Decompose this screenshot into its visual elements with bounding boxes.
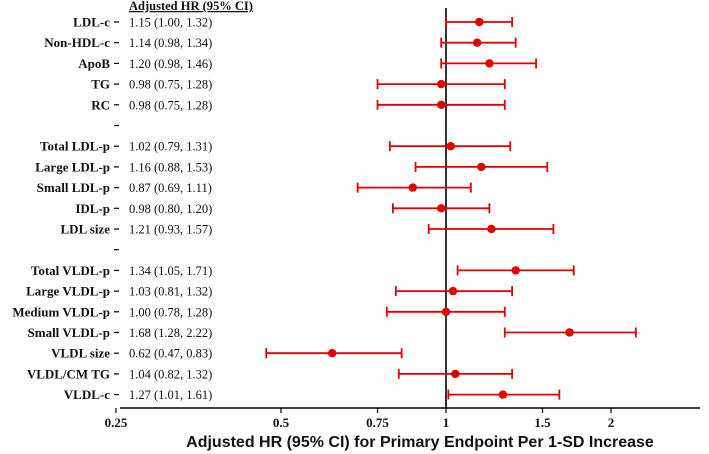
row-label: VLDL-c: [64, 387, 110, 402]
hr-point: [511, 266, 520, 275]
row-label: LDL size: [61, 222, 111, 237]
forest-row: VLDL/CM TG 1.04 (0.82, 1.32): [27, 366, 513, 381]
forest-row: Small LDL-p 0.87 (0.69, 1.11): [37, 180, 472, 195]
hr-ci-text: 0.98 (0.75, 1.28): [129, 78, 212, 92]
hr-ci-text: 1.00 (0.78, 1.28): [129, 305, 212, 319]
hr-point: [441, 307, 451, 316]
hr-ci-text: 1.14 (0.98, 1.34): [129, 36, 212, 50]
hr-point: [451, 369, 460, 379]
x-axis-ticks: 0.25 0.5 0.75 1 1.5 2: [105, 408, 615, 430]
hr-ci-text: 1.27 (1.01, 1.61): [129, 388, 212, 402]
row-label: Non-HDL-c: [44, 35, 110, 50]
row-label: TG: [91, 77, 110, 92]
x-tick-label: 1.5: [534, 415, 551, 430]
forest-row: Medium VLDL-p 1.00 (0.78, 1.28): [12, 304, 506, 319]
row-label: LDL-c: [73, 15, 110, 30]
x-axis-label: Adjusted HR (95% CI) for Primary Endpoin…: [186, 434, 654, 451]
hr-point: [475, 17, 484, 27]
forest-row: Large LDL-p 1.16 (0.88, 1.53): [35, 159, 549, 174]
row-label: VLDL size: [51, 346, 110, 361]
hr-ci-text: 1.20 (0.98, 1.46): [129, 57, 212, 71]
forest-row: LDL-c 1.15 (1.00, 1.32): [73, 15, 513, 30]
hr-point: [472, 38, 482, 47]
hr-ci-text: 1.03 (0.81, 1.32): [129, 285, 212, 299]
hr-ci-text: 0.62 (0.47, 0.83): [129, 347, 212, 361]
forest-rows: LDL-c 1.15 (1.00, 1.32) Non-HDL-c 1.14 (0.9…: [12, 15, 637, 402]
hr-ci-text: 1.02 (0.79, 1.31): [129, 140, 212, 154]
forest-row: Large VLDL-p 1.03 (0.81, 1.32): [26, 284, 513, 299]
hr-ci-text: 0.98 (0.80, 1.20): [129, 202, 212, 216]
row-label: RC: [91, 97, 110, 112]
hr-ci-text: 0.98 (0.75, 1.28): [129, 98, 212, 112]
row-label: Large VLDL-p: [26, 284, 110, 299]
hr-point: [408, 183, 418, 192]
row-label: Large LDL-p: [35, 159, 110, 174]
forest-row: IDL-p 0.98 (0.80, 1.20): [75, 201, 491, 216]
row-label: IDL-p: [75, 201, 110, 216]
forest-row: Non-HDL-c 1.14 (0.98, 1.34): [44, 35, 517, 50]
row-label: ApoB: [78, 56, 110, 71]
hr-point: [477, 162, 486, 172]
hr-ci-text: 1.34 (1.05, 1.71): [129, 264, 212, 278]
hr-ci-text: 1.04 (0.82, 1.32): [129, 367, 212, 381]
forest-row: Total LDL-p 1.02 (0.79, 1.31): [40, 139, 512, 154]
hr-ci-text: 1.21 (0.93, 1.57): [129, 223, 212, 237]
hr-point: [448, 286, 458, 296]
row-label: Medium VLDL-p: [12, 304, 110, 319]
row-label: Total LDL-p: [40, 139, 110, 154]
x-tick-label: 1: [443, 415, 450, 430]
x-tick-label: 0.25: [105, 415, 128, 430]
forest-row: TG 0.98 (0.75, 1.28): [91, 77, 506, 92]
forest-row: Total VLDL-p 1.34 (1.05, 1.71): [31, 263, 575, 278]
hr-ci-text: 1.68 (1.28, 2.22): [129, 326, 212, 340]
hr-point: [498, 390, 508, 399]
hr-point: [436, 204, 446, 213]
x-tick-label: 0.75: [366, 415, 389, 430]
row-label: Small LDL-p: [37, 180, 110, 195]
hr-ci-text: 1.16 (0.88, 1.53): [129, 160, 212, 174]
hr-point: [327, 349, 337, 358]
hr-column-header: Adjusted HR (95% CI): [129, 0, 253, 13]
hr-point: [446, 142, 455, 151]
x-tick-label: 0.5: [273, 415, 290, 430]
forest-row: LDL size 1.21 (0.93, 1.57): [61, 222, 555, 237]
hr-point: [485, 59, 494, 68]
hr-ci-text: 1.15 (1.00, 1.32): [129, 16, 212, 30]
row-label: Total VLDL-p: [31, 263, 110, 278]
hr-point: [436, 100, 446, 110]
row-label: Small VLDL-p: [28, 325, 110, 340]
hr-point: [436, 79, 446, 89]
forest-row: VLDL-c 1.27 (1.01, 1.61): [64, 387, 561, 402]
forest-row: Small VLDL-p 1.68 (1.28, 2.22): [28, 325, 637, 340]
hr-point: [487, 224, 496, 234]
forest-row: ApoB 1.20 (0.98, 1.46): [78, 56, 537, 71]
hr-point: [565, 328, 574, 337]
forest-row: VLDL size 0.62 (0.47, 0.83): [51, 346, 403, 361]
hr-ci-text: 0.87 (0.69, 1.11): [129, 181, 212, 195]
x-tick-label: 2: [608, 415, 615, 430]
forest-row: RC 0.98 (0.75, 1.28): [91, 97, 506, 112]
row-label: VLDL/CM TG: [27, 366, 110, 381]
